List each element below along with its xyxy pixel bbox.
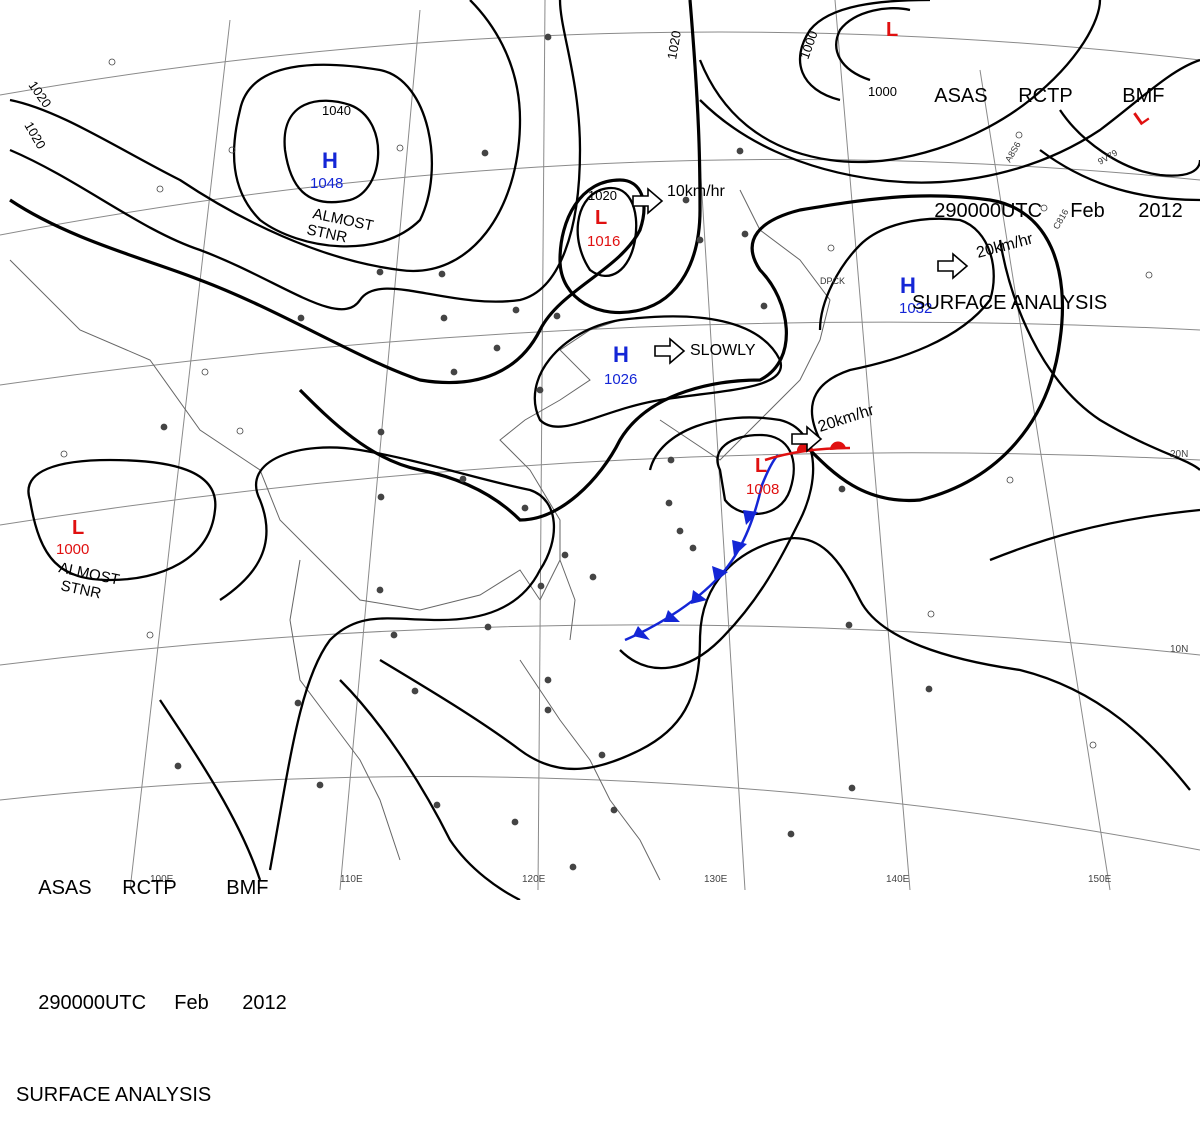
- header-source: BMF: [1122, 85, 1165, 107]
- header-source: BMF: [226, 877, 269, 899]
- pressure-value: 1000: [56, 541, 89, 558]
- isobar-label: 1040: [322, 103, 351, 118]
- station-code: DPCK: [820, 276, 845, 286]
- header-line-3: SURFACE ANALYSIS: [16, 1084, 212, 1106]
- pressure-value: 1032: [899, 300, 932, 317]
- longitude-label: 150E: [1088, 874, 1112, 885]
- low-symbol: L: [755, 455, 767, 477]
- isobar-label: 1000: [868, 84, 897, 99]
- header-station: RCTP: [122, 877, 177, 899]
- header-month: Feb: [1070, 200, 1105, 222]
- header-line-2: 290000UTC Feb 2012: [912, 177, 1183, 246]
- low-symbol: L: [886, 19, 898, 41]
- header-product: ASAS: [38, 877, 92, 899]
- coastlines: [9, 189, 831, 881]
- pressure-value: 1008: [746, 481, 779, 498]
- high-symbol: H: [322, 148, 338, 173]
- chart-header-bottom: ASAS RCTP BMF 290000UTC Feb 2012 SURFACE ANA…: [16, 808, 296, 1130]
- longitude-label: 110E: [340, 874, 363, 885]
- pressure-value: 1048: [310, 175, 343, 192]
- movement-label: SLOWLY: [690, 342, 756, 359]
- isobars: [9, 0, 1200, 900]
- cold-front: [624, 454, 779, 642]
- station-plots: [60, 33, 1153, 871]
- longitude-label: 140E: [886, 874, 910, 885]
- high-symbol: H: [613, 342, 629, 367]
- header-line-1: ASAS RCTP BMF: [16, 854, 296, 923]
- high-symbol: H: [900, 273, 916, 298]
- pressure-value: 1016: [587, 233, 620, 250]
- isobar-label: 1020: [588, 188, 617, 203]
- movement-label: 10km/hr: [667, 183, 725, 200]
- header-time: 290000UTC: [934, 200, 1043, 222]
- isobar-label: 1020: [664, 29, 684, 60]
- longitude-label: 120E: [522, 874, 546, 885]
- longitude-label: 100E: [150, 874, 174, 885]
- longitude-label: 130E: [704, 874, 728, 885]
- chart-header-top: ASAS RCTP BMF 290000UTC Feb 2012 SURFACE ANA…: [912, 16, 1183, 338]
- low-symbol: L: [595, 207, 607, 229]
- latitude-label: 20N: [1170, 449, 1188, 460]
- surface-analysis-map: 1040 1020 1020 1020 1020 1000 1000 10km/…: [0, 0, 1200, 900]
- header-month: Feb: [174, 992, 209, 1014]
- map-background: [0, 0, 1200, 900]
- graticule: [0, 0, 1200, 891]
- pressure-value: 1026: [604, 371, 637, 388]
- header-line-2: 290000UTC Feb 2012: [16, 969, 296, 1038]
- header-line-3: SURFACE ANALYSIS: [912, 292, 1108, 314]
- low-symbol: L: [72, 517, 84, 539]
- header-year: 2012: [1138, 200, 1183, 222]
- grid-labels: 100E 110E 120E 130E 140E 150E 20N 10N: [150, 449, 1188, 885]
- header-station: RCTP: [1018, 85, 1073, 107]
- header-product: ASAS: [934, 85, 988, 107]
- header-year: 2012: [242, 992, 287, 1014]
- movement-arrows: [632, 187, 969, 453]
- header-line-1: ASAS RCTP BMF: [912, 62, 1172, 131]
- header-time: 290000UTC: [38, 992, 147, 1014]
- latitude-label: 10N: [1170, 644, 1188, 655]
